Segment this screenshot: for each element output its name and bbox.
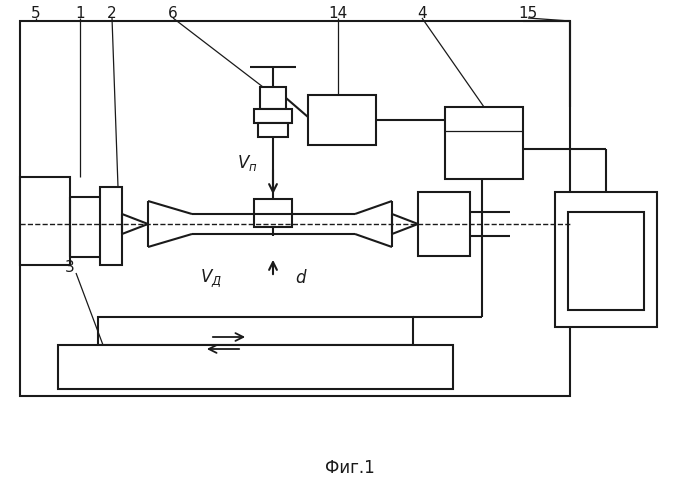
Bar [254, 199, 292, 227]
Bar [258, 124, 288, 138]
Bar [418, 193, 470, 257]
Text: 5: 5 [32, 5, 41, 20]
Bar [20, 178, 70, 265]
Bar [58, 345, 453, 389]
Text: 4: 4 [417, 5, 427, 20]
Text: 2: 2 [107, 5, 117, 20]
Text: 6: 6 [168, 5, 178, 20]
Text: $V_п$: $V_п$ [237, 152, 258, 173]
Text: $d$: $d$ [295, 269, 307, 287]
Bar [555, 193, 657, 327]
Text: Фиг.1: Фиг.1 [325, 458, 375, 476]
Bar [308, 96, 376, 146]
Bar [568, 212, 644, 310]
Bar [254, 110, 292, 124]
Bar [20, 22, 570, 396]
Text: $V_Д$: $V_Д$ [200, 267, 222, 288]
Bar [100, 188, 122, 265]
Text: 15: 15 [519, 5, 538, 20]
Text: 14: 14 [328, 5, 348, 20]
Text: 3: 3 [65, 260, 75, 275]
Text: 1: 1 [75, 5, 85, 20]
Bar [98, 318, 413, 345]
Bar [260, 88, 286, 110]
Bar [445, 108, 523, 180]
